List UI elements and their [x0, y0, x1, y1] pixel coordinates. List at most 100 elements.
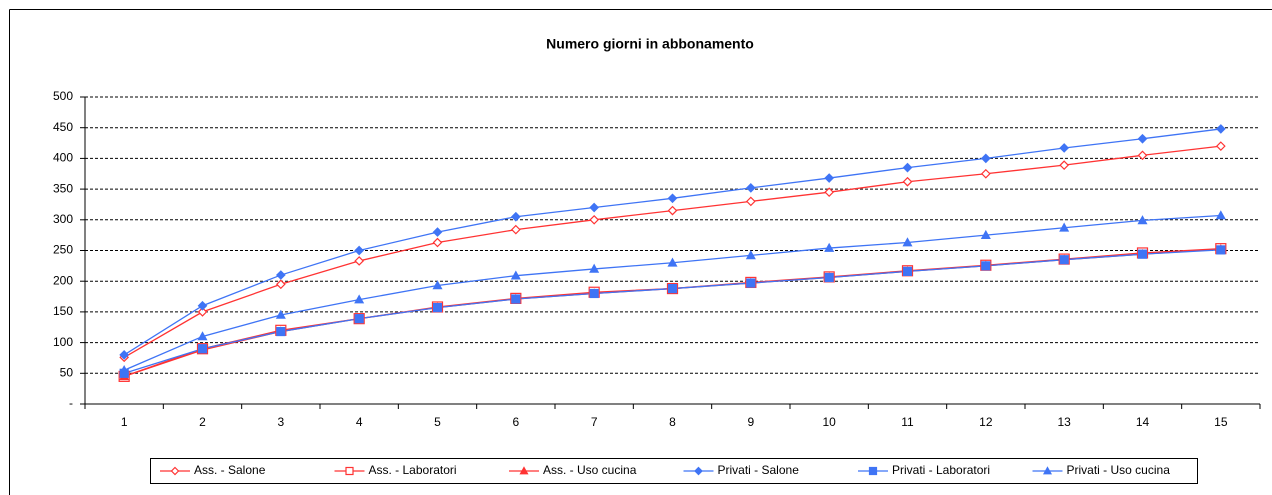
- marker: [667, 205, 678, 216]
- legend-label: Privati - Uso cucina: [1067, 463, 1171, 477]
- marker: [432, 303, 443, 313]
- y-tick-label: 100: [53, 335, 73, 349]
- marker: [902, 237, 913, 247]
- marker: [824, 187, 835, 198]
- legend-label: Ass. - Uso cucina: [543, 463, 637, 477]
- marker: [1215, 210, 1226, 220]
- x-tick-label: 5: [434, 415, 441, 429]
- marker: [511, 294, 521, 304]
- marker: [667, 193, 678, 204]
- y-tick-label: 350: [53, 181, 73, 195]
- marker: [980, 168, 991, 179]
- marker: [589, 214, 600, 225]
- marker: [1059, 160, 1070, 171]
- marker: [824, 272, 834, 283]
- legend-label: Privati - Laboratori: [892, 463, 990, 477]
- marker: [345, 466, 354, 476]
- legend-label: Ass. - Laboratori: [369, 463, 457, 477]
- marker: [1137, 133, 1148, 144]
- marker: [1042, 466, 1053, 475]
- marker: [510, 211, 521, 222]
- x-tick-label: 9: [747, 415, 754, 429]
- marker: [197, 300, 208, 311]
- marker: [354, 256, 365, 266]
- marker: [589, 288, 599, 299]
- marker: [694, 466, 703, 476]
- marker: [275, 309, 286, 319]
- series-line: [123, 145, 1221, 358]
- marker: [119, 364, 130, 375]
- marker: [1137, 249, 1148, 259]
- marker: [902, 162, 913, 173]
- x-tick-label: 1: [121, 415, 128, 429]
- marker: [1059, 143, 1070, 153]
- marker: [589, 202, 600, 213]
- y-tick-label: 150: [53, 304, 73, 318]
- y-tick-label: 250: [53, 243, 73, 257]
- x-tick-label: 11: [901, 415, 914, 429]
- marker: [510, 224, 521, 235]
- marker: [745, 250, 756, 260]
- y-tick-label: 450: [53, 120, 73, 134]
- y-tick-label: 200: [53, 273, 73, 287]
- marker: [745, 183, 756, 193]
- marker: [589, 263, 600, 273]
- legend-label: Ass. - Salone: [194, 463, 266, 477]
- chart-title: Numero giorni in abbonamento: [546, 36, 754, 52]
- marker: [902, 266, 913, 276]
- marker: [667, 283, 678, 294]
- x-tick-label: 14: [1136, 415, 1150, 429]
- marker: [1059, 222, 1070, 232]
- marker: [868, 466, 878, 476]
- marker: [1059, 255, 1069, 265]
- marker: [1215, 124, 1226, 134]
- series-line: [123, 248, 1221, 377]
- marker: [432, 237, 443, 248]
- marker: [519, 466, 529, 475]
- legend-label: Privati - Salone: [718, 463, 800, 477]
- x-tick-label: 10: [822, 415, 836, 429]
- y-tick-label: 400: [53, 151, 73, 165]
- marker: [746, 278, 756, 288]
- x-tick-label: 15: [1214, 415, 1228, 429]
- marker: [354, 294, 365, 304]
- marker: [1215, 141, 1226, 151]
- marker: [197, 344, 208, 354]
- marker: [197, 331, 208, 341]
- x-tick-label: 4: [356, 415, 363, 429]
- marker: [1137, 215, 1148, 225]
- marker: [354, 314, 364, 324]
- x-tick-label: 7: [591, 415, 598, 429]
- x-tick-label: 6: [512, 415, 519, 429]
- marker: [745, 196, 756, 207]
- y-tick-label: 300: [53, 212, 73, 226]
- marker: [276, 326, 286, 337]
- marker: [824, 173, 835, 183]
- legend-box: [150, 458, 1198, 484]
- marker: [980, 229, 991, 239]
- marker: [1137, 150, 1148, 161]
- marker: [432, 280, 443, 290]
- y-tick-label: 500: [53, 89, 73, 103]
- marker: [981, 261, 991, 271]
- marker: [980, 153, 991, 164]
- marker: [275, 279, 286, 290]
- marker: [1216, 245, 1226, 255]
- marker: [275, 270, 286, 280]
- marker: [197, 307, 208, 317]
- marker: [667, 257, 678, 267]
- marker: [510, 270, 521, 280]
- marker: [354, 245, 365, 256]
- marker: [432, 227, 443, 237]
- x-tick-label: 13: [1057, 415, 1071, 429]
- y-tick-label: -: [69, 396, 73, 410]
- marker: [170, 466, 180, 476]
- x-tick-label: 12: [979, 415, 993, 429]
- marker: [824, 242, 835, 252]
- marker: [119, 350, 130, 360]
- y-tick-label: 50: [60, 365, 74, 379]
- x-tick-label: 8: [669, 415, 676, 429]
- series-line: [123, 128, 1221, 356]
- x-tick-label: 2: [199, 415, 206, 429]
